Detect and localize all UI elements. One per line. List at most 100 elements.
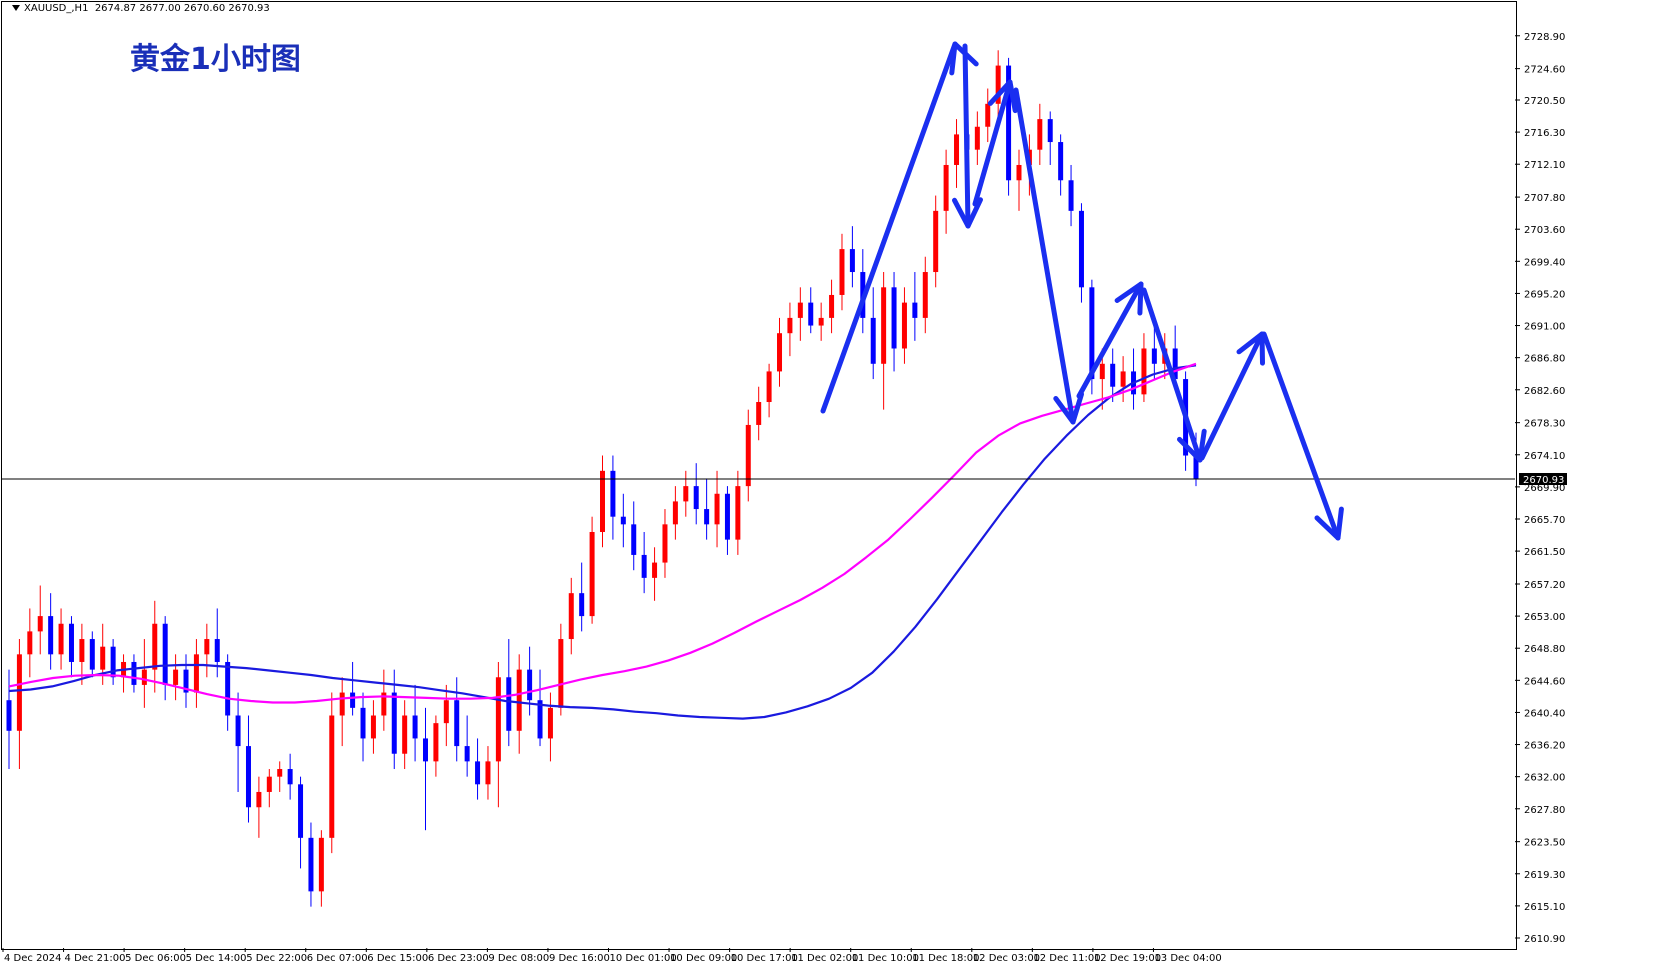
y-tick-label: 2682.60 [1524, 386, 1565, 397]
y-tick-label: 2674.10 [1524, 451, 1565, 462]
x-tick-label: 4 Dec 2024 [4, 953, 62, 964]
candle-body [547, 707, 553, 739]
y-tick-label: 2728.90 [1524, 32, 1565, 43]
candle-body [329, 715, 335, 838]
x-tick-label: 6 Dec 23:00 [428, 953, 489, 964]
y-tick-label: 2712.10 [1524, 160, 1565, 171]
candle-body [1151, 348, 1157, 364]
candle-body [37, 616, 43, 632]
trend-arrow-head [1177, 428, 1207, 463]
candle-body [1193, 455, 1199, 479]
y-tick-label: 2610.90 [1524, 934, 1565, 945]
symbol-info: XAUUSD_,H1 2674.87 2677.00 2670.60 2670.… [12, 3, 270, 14]
candle-body [849, 249, 855, 273]
y-tick-label: 2661.50 [1524, 547, 1565, 558]
trend-arrow-head [1236, 331, 1265, 366]
candle-body [829, 294, 835, 318]
candle-body [485, 761, 491, 785]
candle-body [308, 837, 314, 892]
candle-body [818, 317, 824, 326]
y-tick-label: 2636.20 [1524, 741, 1565, 752]
candle-body [922, 272, 928, 318]
y-tick-label: 2691.00 [1524, 322, 1565, 333]
candle-body [193, 654, 199, 693]
current-price-label: 2670.93 [1523, 475, 1564, 486]
candle-body [360, 707, 366, 739]
candle-body [1068, 180, 1074, 211]
candle-body [225, 661, 231, 716]
candle-body [1120, 371, 1126, 387]
candle-body [381, 692, 387, 716]
candle-body [131, 661, 137, 685]
candle-body [443, 700, 449, 724]
x-tick-label: 5 Dec 14:00 [186, 953, 247, 964]
x-tick-label: 11 Dec 18:00 [912, 953, 979, 964]
trend-arrow-head [1114, 281, 1144, 316]
symbol-name: XAUUSD_,H1 [24, 3, 89, 14]
candle-body [350, 692, 356, 708]
candle-body [756, 402, 762, 425]
candle-body [527, 669, 533, 701]
trend-arrow-line [1261, 331, 1341, 541]
current-price-line: 2670.93 [2, 473, 1567, 486]
y-tick-label: 2653.00 [1524, 612, 1565, 623]
candle-body [298, 784, 304, 838]
x-tick-label: 12 Dec 19:00 [1094, 953, 1161, 964]
ohlc-readout: 2674.87 2677.00 2670.60 2670.93 [94, 3, 270, 14]
y-tick-label: 2699.40 [1524, 257, 1565, 268]
y-tick-label: 2615.10 [1524, 902, 1565, 913]
candle-body [568, 593, 574, 640]
candle-body [235, 715, 241, 747]
candle-body [839, 249, 845, 295]
candle-body [277, 769, 283, 777]
x-tick-label: 12 Dec 03:00 [973, 953, 1040, 964]
candle-body [641, 554, 647, 578]
candle-body [693, 486, 699, 510]
candle-body [475, 761, 481, 785]
chart-title: 黄金1小时图 [130, 42, 301, 77]
x-tick-label: 10 Dec 17:00 [731, 953, 798, 964]
candle-body [787, 317, 793, 334]
trend-arrow-head [952, 197, 983, 229]
y-tick-label: 2716.30 [1524, 128, 1565, 139]
x-tick-label: 11 Dec 02:00 [791, 953, 858, 964]
candle-body [89, 639, 95, 670]
y-tick-label: 2623.50 [1524, 838, 1565, 849]
trend-arrow-line [1076, 281, 1144, 399]
candle-body [318, 837, 324, 892]
candle-body [766, 371, 772, 403]
candle-body [495, 677, 501, 762]
y-tick-label: 2695.20 [1524, 289, 1565, 300]
y-tick-label: 2703.60 [1524, 225, 1565, 236]
candle-body [173, 669, 179, 685]
candle-body [777, 333, 783, 372]
candle-body [537, 700, 543, 739]
candle-body [631, 524, 637, 555]
candle-body [735, 486, 741, 540]
candle-body [100, 646, 106, 670]
y-tick-label: 2640.40 [1524, 708, 1565, 719]
moving-average-blue [8, 364, 1197, 720]
candle-body [1110, 363, 1116, 387]
candle-body [1058, 142, 1064, 181]
trend-arrow-head [1314, 506, 1344, 541]
x-tick-label: 12 Dec 11:00 [1033, 953, 1100, 964]
candle-body [1172, 348, 1178, 380]
candle-body [422, 738, 428, 762]
candle-body [704, 509, 710, 525]
y-tick-label: 2627.80 [1524, 805, 1565, 816]
candle-body [27, 631, 33, 655]
x-tick-label: 5 Dec 06:00 [125, 953, 186, 964]
candle-body [912, 302, 918, 318]
candle-body [808, 302, 814, 326]
candle-body [245, 746, 251, 808]
candle-body [412, 715, 418, 739]
candle-body [870, 317, 876, 364]
candle-body [339, 692, 345, 716]
x-tick-label: 11 Dec 10:00 [852, 953, 919, 964]
candle-body [714, 493, 720, 525]
candle-body [287, 769, 293, 785]
candle-body [620, 516, 626, 525]
candle-body [464, 746, 470, 762]
